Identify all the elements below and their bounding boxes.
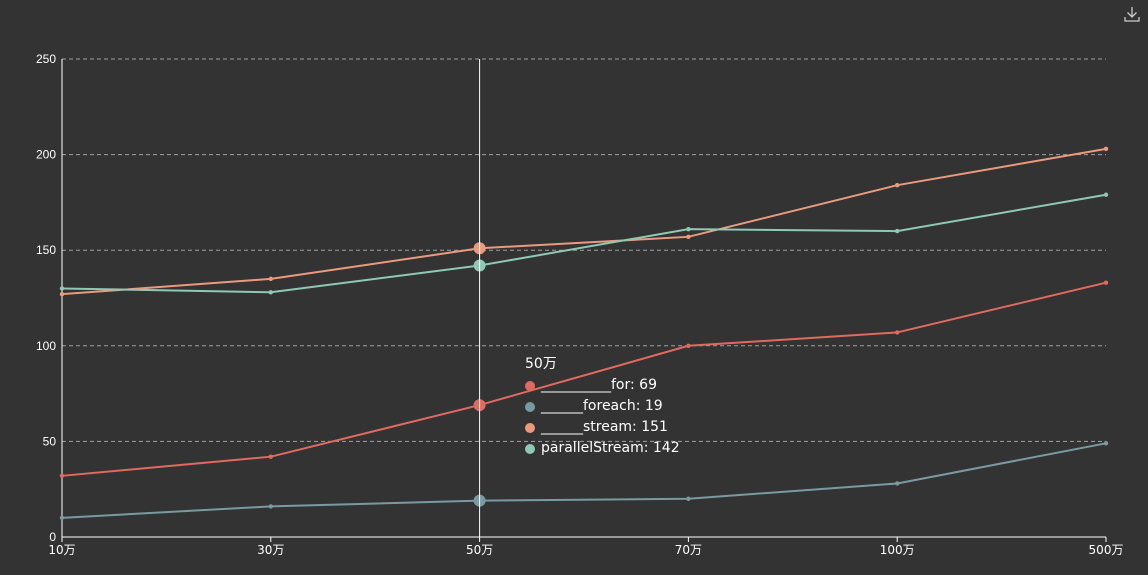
data-point bbox=[895, 182, 900, 188]
tooltip-marker-icon bbox=[525, 422, 535, 433]
tooltip-label: parallelStream: 142 bbox=[541, 440, 680, 456]
x-tick-label: 30万 bbox=[257, 543, 284, 557]
data-point bbox=[1103, 280, 1109, 285]
tooltip: 50万 __________for: 69 ______foreach: 19 … bbox=[517, 348, 688, 465]
series-line bbox=[61, 281, 1107, 477]
tooltip-title: 50万 bbox=[525, 356, 557, 372]
data-point bbox=[895, 228, 900, 234]
axis-layer: 0 50 100 150 200 250 10万 30万 50万 70万 100万 500万 bbox=[36, 52, 1123, 557]
data-point bbox=[268, 454, 273, 459]
data-point bbox=[686, 343, 691, 348]
data-point bbox=[686, 234, 691, 240]
y-tick-label: 200 bbox=[36, 148, 56, 162]
y-tick-label: 0 bbox=[49, 530, 56, 544]
data-point bbox=[1103, 146, 1109, 152]
y-tick-label: 100 bbox=[36, 339, 56, 353]
tooltip-marker-icon bbox=[525, 401, 535, 412]
data-point bbox=[895, 330, 900, 335]
data-point bbox=[1103, 192, 1109, 197]
x-tick-label: 70万 bbox=[675, 543, 702, 557]
grid-layer bbox=[62, 58, 1106, 442]
y-tick-label: 150 bbox=[36, 243, 56, 257]
tooltip-label: ______foreach: 19 bbox=[541, 398, 663, 414]
tooltip-row: ______foreach: 19 bbox=[525, 396, 680, 417]
y-tick-label: 250 bbox=[36, 52, 56, 66]
data-point bbox=[895, 481, 900, 486]
data-point bbox=[59, 286, 65, 291]
tooltip-row: __________for: 69 bbox=[525, 375, 680, 396]
tooltip-marker-icon bbox=[525, 380, 535, 391]
series-layer bbox=[59, 146, 1109, 521]
tooltip-label: __________for: 69 bbox=[541, 377, 657, 393]
series-line bbox=[61, 147, 1107, 296]
data-point bbox=[268, 504, 273, 509]
data-point bbox=[59, 473, 65, 479]
series-line bbox=[61, 442, 1107, 519]
x-tick-label: 10万 bbox=[48, 543, 75, 557]
data-point bbox=[268, 290, 273, 295]
data-point bbox=[59, 515, 65, 521]
tooltip-row: ______stream: 151 bbox=[525, 417, 680, 438]
x-tick-label: 500万 bbox=[1089, 543, 1124, 557]
download-icon[interactable] bbox=[1124, 6, 1140, 22]
tooltip-marker-icon bbox=[525, 443, 535, 454]
x-tick-label: 50万 bbox=[466, 543, 493, 557]
tooltip-label: ______stream: 151 bbox=[541, 419, 668, 435]
data-point bbox=[59, 291, 65, 297]
x-tick-label: 100万 bbox=[880, 543, 915, 557]
y-tick-label: 50 bbox=[43, 434, 57, 448]
data-point bbox=[686, 226, 691, 232]
data-point bbox=[268, 276, 273, 282]
data-point bbox=[686, 496, 691, 501]
series-line bbox=[61, 193, 1107, 294]
data-point bbox=[1103, 441, 1109, 446]
tooltip-row: parallelStream: 142 bbox=[525, 438, 680, 459]
